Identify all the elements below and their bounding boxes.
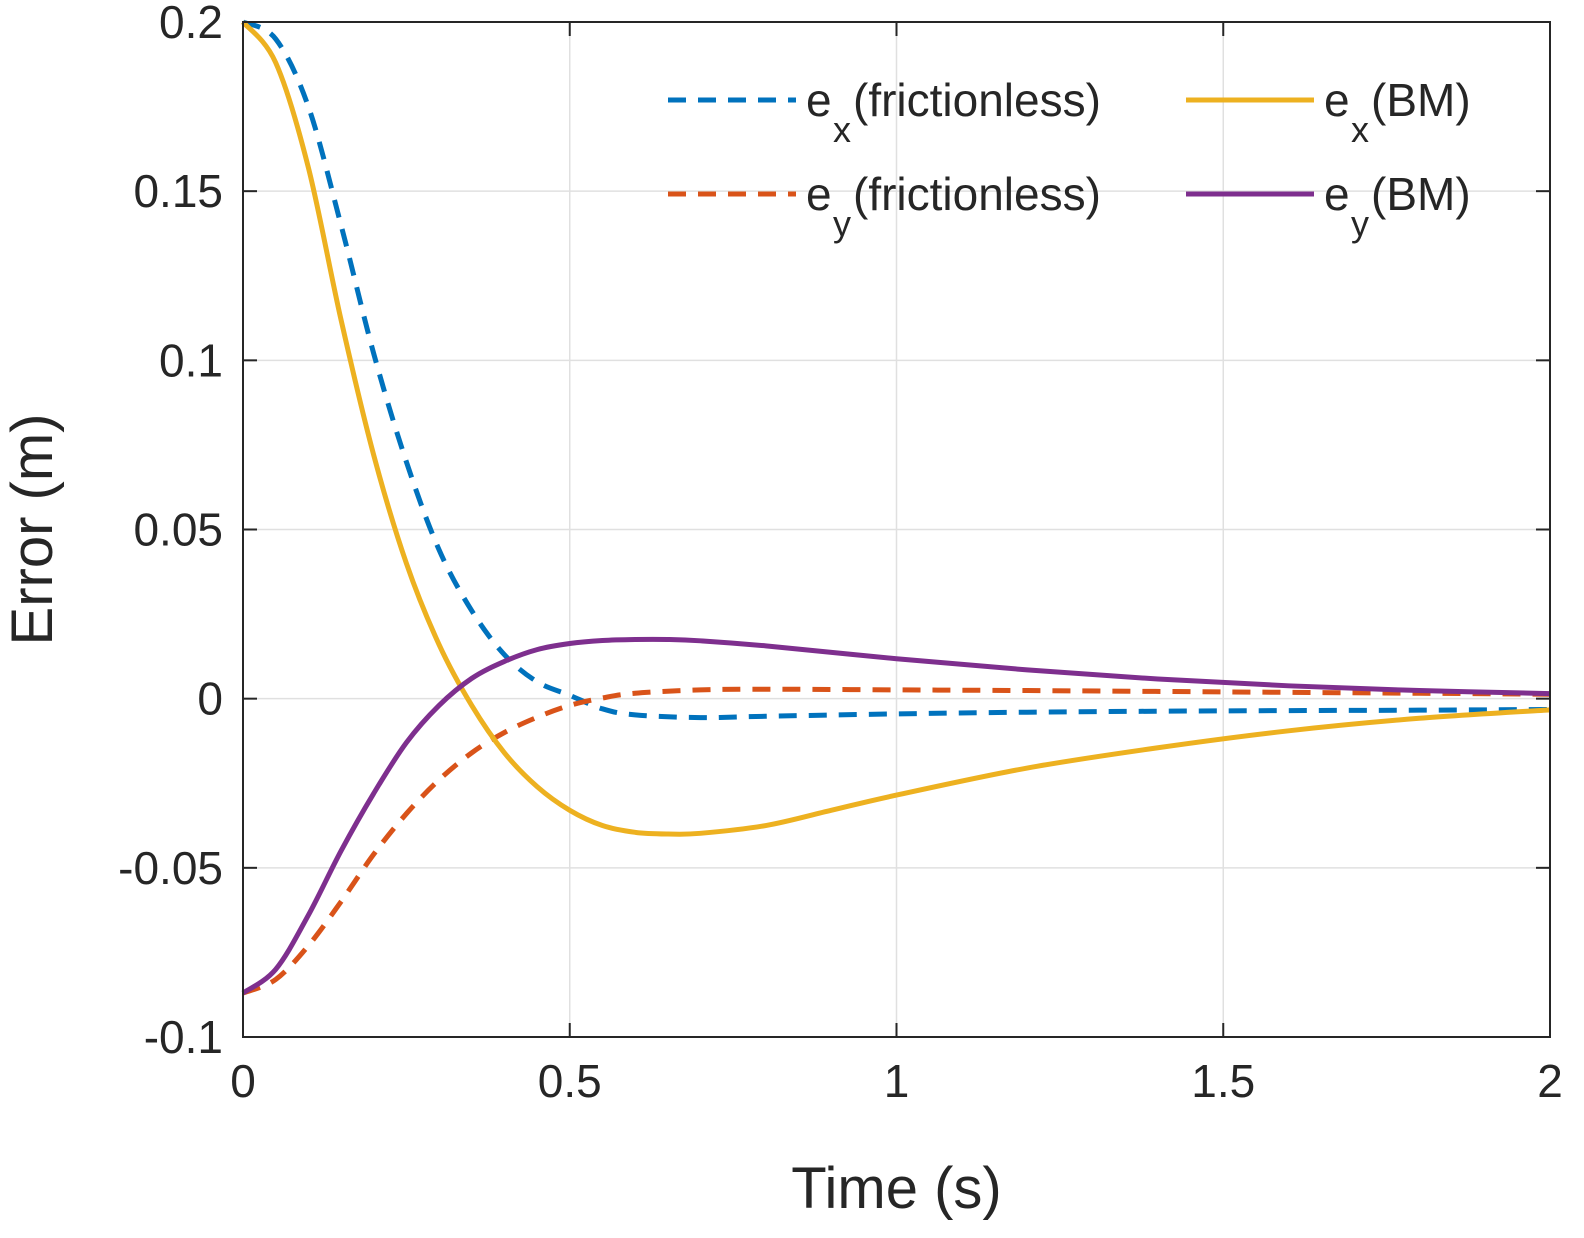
y-tick-labels: -0.1 -0.05 0 0.05 0.1 0.15 0.2: [118, 0, 223, 1063]
x-tick-label: 1: [884, 1055, 910, 1107]
y-tick-label: 0.1: [159, 334, 223, 386]
legend-label-rest: (BM): [1371, 168, 1471, 220]
x-tick-label: 0.5: [538, 1055, 602, 1107]
legend-label-sub: x: [833, 109, 851, 150]
series-line-2: [241, 20, 1551, 837]
legend-entry: ex (BM): [1186, 74, 1471, 150]
y-tick-label: 0.2: [159, 0, 223, 48]
legend-label-rest: (frictionless): [853, 74, 1101, 126]
y-tick-label: 0.15: [133, 165, 223, 217]
x-tick-label: 2: [1537, 1055, 1563, 1107]
legend-label-main: e: [806, 168, 832, 220]
y-tick-label: -0.05: [118, 842, 223, 894]
x-tick-label: 0: [230, 1055, 256, 1107]
y-tick-label: 0.05: [133, 504, 223, 556]
y-tick-label: -0.1: [144, 1011, 223, 1063]
legend-label-main: e: [1324, 168, 1350, 220]
legend-label-main: e: [1324, 74, 1350, 126]
x-axis-title: Time (s): [791, 1156, 1001, 1221]
legend-entry: ey (BM): [1186, 168, 1471, 244]
legend-label-rest: (BM): [1371, 74, 1471, 126]
series-line-3: [241, 636, 1551, 996]
series-lines: [241, 19, 1551, 996]
x-tick-label: 1.5: [1191, 1055, 1255, 1107]
tick-marks: [242, 21, 1551, 1038]
legend-entry: ex (frictionless): [668, 74, 1101, 150]
legend-label-sub: y: [1351, 203, 1369, 244]
legend-label-sub: y: [833, 203, 851, 244]
legend-entry: ey (frictionless): [668, 168, 1101, 244]
legend-label-main: e: [806, 74, 832, 126]
legend: ex (frictionless) ex (BM)ey (frictionless…: [668, 74, 1471, 244]
x-tick-labels: 0 0.5 1 1.5 2: [230, 1055, 1563, 1107]
legend-label-rest: (frictionless): [853, 168, 1101, 220]
legend-label-sub: x: [1351, 109, 1369, 150]
y-axis-title: Error (m): [0, 414, 65, 646]
y-tick-label: 0: [197, 673, 223, 725]
grid: [243, 22, 1550, 1037]
